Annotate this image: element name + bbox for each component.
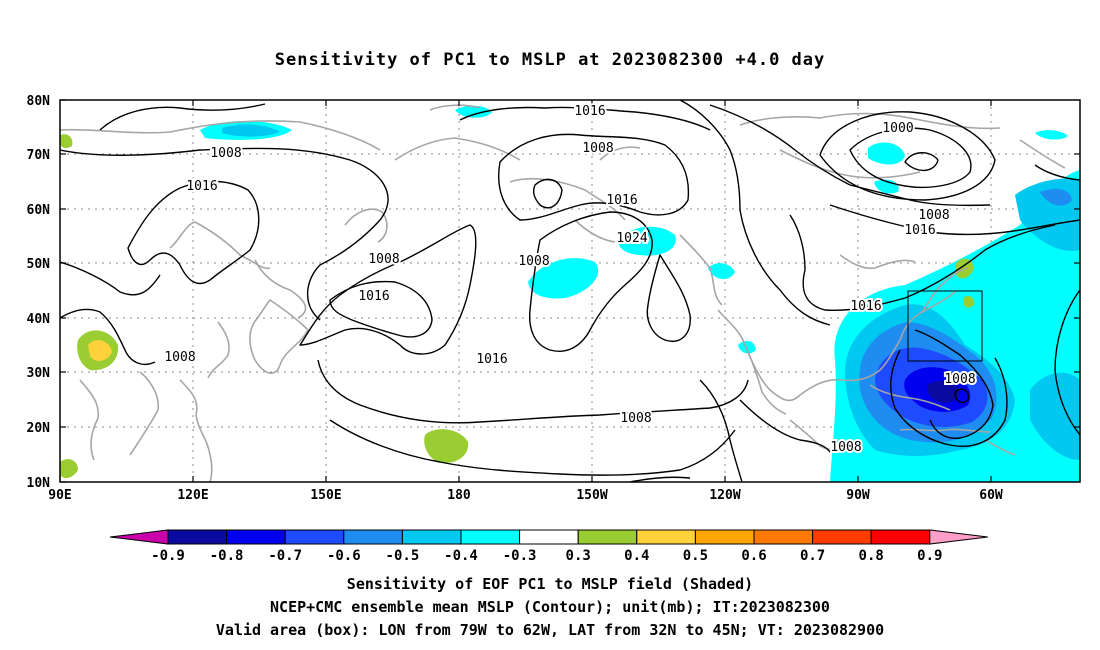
map-title: Sensitivity of PC1 to MSLP at 2023082300…: [274, 50, 826, 70]
contour-label: 1016: [186, 179, 217, 194]
colorbar-tick-label: -0.9: [151, 548, 185, 564]
valid-area-box: [907, 290, 983, 362]
contour-label: 1016: [358, 289, 389, 304]
caption-shading: Sensitivity of EOF PC1 to MSLP field (Sh…: [346, 575, 754, 593]
lon-label: 150E: [310, 488, 341, 503]
colorbar-tick-label: 0.3: [566, 548, 591, 564]
contour-label: 1008: [830, 440, 861, 455]
colorbar-box: [753, 529, 814, 545]
colorbar-tick-label: -0.3: [503, 548, 537, 564]
colorbar-tick-label: -0.4: [444, 548, 478, 564]
colorbar-box: [519, 529, 579, 545]
caption-contour: NCEP+CMC ensemble mean MSLP (Contour); u…: [270, 598, 830, 616]
colorbar-box: [636, 529, 696, 545]
contour-label: 1016: [606, 193, 637, 208]
lat-label: 50N: [27, 257, 51, 272]
lat-label: 60N: [27, 203, 51, 218]
lat-label: 70N: [27, 148, 51, 163]
map-frame: [59, 99, 1081, 483]
colorbar-tick-label: 0.6: [741, 548, 766, 564]
shading-neg-0.8: [927, 380, 961, 403]
colorbar-tick-label: 0.4: [624, 548, 649, 564]
lon-label: 60W: [979, 488, 1003, 503]
contour-label: 1008: [944, 372, 975, 387]
colorbar-tick-label: 0.7: [800, 548, 825, 564]
colorbar-tick-label: 0.8: [859, 548, 884, 564]
lat-label: 30N: [27, 366, 51, 381]
axis-ticks: [59, 99, 1080, 483]
colorbar-tick-label: -0.8: [210, 548, 244, 564]
contour-label: 1016: [574, 104, 605, 119]
colorbar-extend-high: [929, 529, 988, 545]
contour-label: 1000: [882, 121, 913, 136]
shading-pos-0.3: [60, 134, 975, 479]
lon-label: 90E: [48, 488, 71, 503]
colorbar-tick-label: 0.5: [683, 548, 708, 564]
contour-label: 1024: [616, 231, 647, 246]
contour-label: 1008: [582, 141, 613, 156]
lat-label: 80N: [27, 94, 51, 109]
colorbar-tick-label: 0.9: [917, 548, 942, 564]
contour-label: 1016: [476, 352, 507, 367]
contour-label: 1008: [368, 252, 399, 267]
lat-label: 10N: [27, 476, 51, 491]
contour-label: 1008: [164, 350, 195, 365]
contour-label: 1008: [518, 254, 549, 269]
caption-valid-area: Valid area (box): LON from 79W to 62W, L…: [215, 621, 885, 639]
colorbar-box: [284, 529, 345, 545]
colorbar-box: [226, 529, 286, 545]
colorbar-box: [401, 529, 462, 545]
colorbar-box: [577, 529, 638, 545]
contour-label: 1008: [620, 411, 651, 426]
contour-label: 1008: [918, 208, 949, 223]
colorbar-box: [167, 529, 228, 545]
lon-label: 120E: [177, 488, 208, 503]
colorbar-box: [812, 529, 872, 545]
lon-label: 150W: [576, 488, 607, 503]
colorbar: -0.9 -0.8 -0.7 -0.6 -0.5 -0.4 -0.3 0.3 0.4 0.5 0.6…: [109, 529, 988, 564]
colorbar-extend-low: [109, 529, 169, 545]
colorbar-box: [694, 529, 755, 545]
lon-label: 90W: [846, 488, 870, 503]
colorbar-tick-label: -0.6: [327, 548, 361, 564]
coastlines: [60, 104, 1066, 482]
mslp-contours: [60, 100, 1080, 482]
contour-label: 1008: [210, 146, 241, 161]
lon-label: 180: [447, 488, 471, 503]
colorbar-box: [343, 529, 403, 545]
contour-label: 1016: [904, 223, 935, 238]
colorbar-tick-label: -0.5: [386, 548, 420, 564]
lat-label: 40N: [27, 312, 51, 327]
contour-label: 1016: [850, 299, 881, 314]
lat-label: 20N: [27, 421, 51, 436]
colorbar-box: [870, 529, 931, 545]
lon-label: 120W: [709, 488, 740, 503]
shading-pos-0.4: [88, 340, 112, 361]
colorbar-box: [460, 529, 521, 545]
colorbar-tick-label: -0.7: [268, 548, 302, 564]
